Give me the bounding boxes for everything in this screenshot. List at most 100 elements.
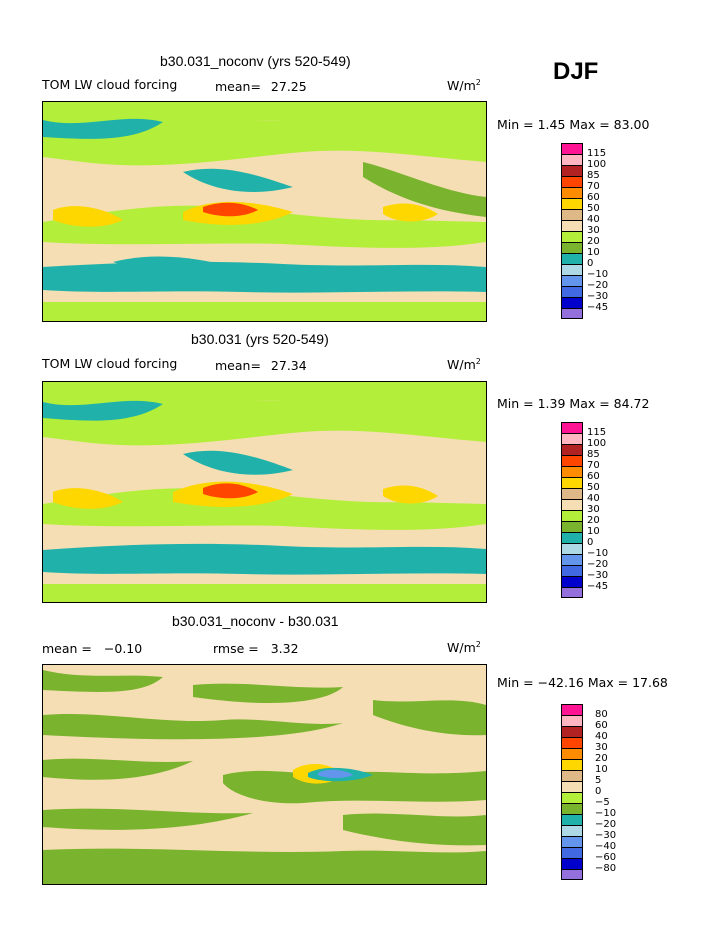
panel2-units-exp: 2	[475, 357, 481, 366]
colorbar-swatch	[561, 576, 583, 587]
panel2-map	[42, 381, 487, 603]
colorbar-swatch	[561, 308, 583, 319]
panel2-minmax: Min = 1.39 Max = 84.72	[497, 396, 650, 411]
colorbar-swatch	[561, 242, 583, 253]
colorbar-swatch	[561, 737, 583, 748]
colorbar-swatch	[561, 143, 583, 154]
colorbar-level-label: 85	[587, 449, 600, 460]
colorbar-swatch	[561, 433, 583, 444]
colorbar-swatch	[561, 488, 583, 499]
colorbar-swatch	[561, 869, 583, 880]
panel3-map	[42, 664, 487, 885]
panel3-colorbar	[561, 704, 583, 880]
colorbar-swatch	[561, 253, 583, 264]
colorbar-level-label: −5	[595, 797, 610, 808]
colorbar-level-label: −60	[595, 852, 617, 863]
panel1-mean-value: 27.25	[270, 79, 307, 94]
panel3-rmse-value: 3.32	[270, 641, 299, 656]
colorbar-swatch	[561, 275, 583, 286]
colorbar-swatch	[561, 297, 583, 308]
panel1-colorbar	[561, 143, 583, 319]
colorbar-swatch	[561, 587, 583, 598]
colorbar-level-label: 0	[587, 258, 594, 269]
colorbar-swatch	[561, 814, 583, 825]
colorbar-level-label: −20	[595, 819, 617, 830]
colorbar-swatch	[561, 543, 583, 554]
colorbar-level-label: −30	[587, 291, 609, 302]
panel3-map-field	[43, 665, 486, 884]
panel1-title: b30.031_noconv (yrs 520-549)	[160, 53, 351, 69]
colorbar-swatch	[561, 477, 583, 488]
panel2-field-label: TOM LW cloud forcing	[42, 356, 178, 371]
colorbar-level-label: −10	[587, 269, 609, 280]
colorbar-swatch	[561, 510, 583, 521]
colorbar-swatch	[561, 176, 583, 187]
colorbar-level-label: 30	[587, 504, 600, 515]
colorbar-swatch	[561, 264, 583, 275]
colorbar-swatch	[561, 554, 583, 565]
colorbar-level-label: −45	[587, 302, 609, 313]
colorbar-level-label: −45	[587, 581, 609, 592]
panel2-colorbar-labels: 115 100 85 70 60 50 40 30 20 10 0 −10 −20 −30 −45	[587, 427, 608, 592]
colorbar-swatch	[561, 704, 583, 715]
panel2-mean-name: mean=	[215, 358, 261, 373]
panel3-colorbar-labels: 80 60 40 30 20 10 5 0 −5 −10 −20 −30 −40 −60 −80	[595, 709, 616, 874]
colorbar-level-label: 20	[587, 515, 600, 526]
colorbar-level-label: 115	[587, 148, 607, 159]
colorbar-swatch	[561, 748, 583, 759]
colorbar-level-label: 30	[595, 742, 608, 753]
panel3-units-exp: 2	[475, 640, 481, 649]
colorbar-swatch	[561, 220, 583, 231]
panel3-rmse-label: rmse = 3.32	[213, 641, 299, 656]
colorbar-swatch	[561, 231, 583, 242]
colorbar-level-label: 80	[595, 709, 608, 720]
panel1-mean-label: mean= 27.25	[215, 79, 307, 94]
colorbar-swatch	[561, 165, 583, 176]
colorbar-swatch	[561, 521, 583, 532]
colorbar-swatch	[561, 422, 583, 433]
colorbar-level-label: 70	[587, 181, 600, 192]
panel2-map-field	[43, 382, 486, 602]
colorbar-level-label: 5	[595, 775, 602, 786]
colorbar-swatch	[561, 792, 583, 803]
colorbar-level-label: 85	[587, 170, 600, 181]
colorbar-level-label: 50	[587, 482, 600, 493]
panel1-minmax: Min = 1.45 Max = 83.00	[497, 117, 650, 132]
colorbar-level-label: −10	[595, 808, 617, 819]
colorbar-level-label: 50	[587, 203, 600, 214]
colorbar-swatch	[561, 209, 583, 220]
colorbar-level-label: 20	[595, 753, 608, 764]
colorbar-level-label: 40	[587, 214, 600, 225]
colorbar-swatch	[561, 499, 583, 510]
panel2-units-text: W/m	[447, 357, 476, 373]
colorbar-level-label: 40	[595, 731, 608, 742]
colorbar-level-label: 70	[587, 460, 600, 471]
colorbar-level-label: 10	[587, 247, 600, 258]
panel3-mean-name: mean =	[42, 641, 92, 656]
colorbar-swatch	[561, 154, 583, 165]
panel1-units-text: W/m	[447, 78, 476, 94]
panel3-units: W/m2	[447, 640, 481, 655]
panel2-colorbar	[561, 422, 583, 598]
colorbar-level-label: 60	[595, 720, 608, 731]
colorbar-level-label: 60	[587, 192, 600, 203]
colorbar-level-label: 115	[587, 427, 607, 438]
panel3-mean-value: −0.10	[103, 641, 143, 656]
panel2-mean-value: 27.34	[270, 358, 307, 373]
panel1-field-label: TOM LW cloud forcing	[42, 77, 178, 92]
colorbar-level-label: −10	[587, 548, 609, 559]
colorbar-level-label: 60	[587, 471, 600, 482]
panel3-rmse-name: rmse =	[213, 641, 259, 656]
colorbar-swatch	[561, 715, 583, 726]
colorbar-swatch	[561, 286, 583, 297]
colorbar-level-label: 0	[587, 537, 594, 548]
colorbar-level-label: 10	[587, 526, 600, 537]
colorbar-swatch	[561, 198, 583, 209]
panel1-mean-name: mean=	[215, 79, 261, 94]
colorbar-swatch	[561, 532, 583, 543]
panel1-units: W/m2	[447, 78, 481, 93]
colorbar-level-label: −30	[587, 570, 609, 581]
panel2-units: W/m2	[447, 357, 481, 372]
colorbar-level-label: 40	[587, 493, 600, 504]
colorbar-swatch	[561, 825, 583, 836]
